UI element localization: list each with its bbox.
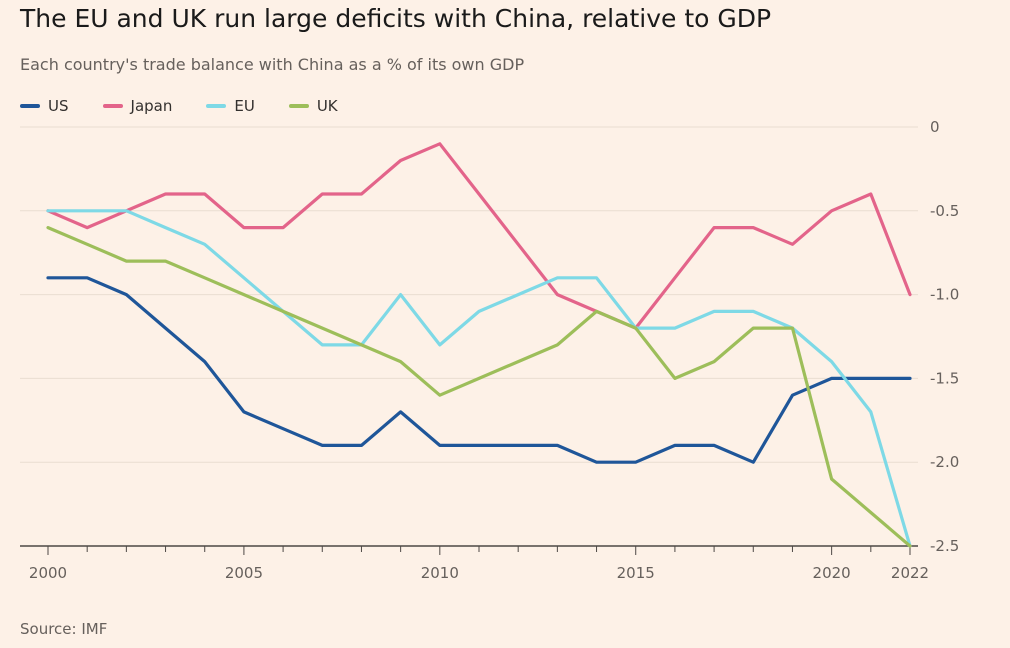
series-line-uk bbox=[46, 226, 912, 548]
chart-title: The EU and UK run large deficits with Ch… bbox=[20, 4, 772, 33]
y-tick-label: -2.0 bbox=[930, 453, 959, 471]
x-tick-label: 2005 bbox=[225, 564, 263, 582]
series-line-japan bbox=[46, 142, 912, 330]
y-tick-label: -1.0 bbox=[930, 286, 959, 304]
x-tick-label: 2000 bbox=[29, 564, 67, 582]
y-tick-label: -1.5 bbox=[930, 369, 959, 387]
legend-item-japan: Japan bbox=[102, 97, 173, 115]
y-tick-label: 0 bbox=[930, 118, 940, 136]
legend-item-uk: UK bbox=[288, 97, 338, 115]
series-line-eu bbox=[46, 209, 912, 548]
legend-swatch-us bbox=[20, 104, 40, 108]
series-line-us bbox=[46, 276, 912, 464]
legend-label-uk: UK bbox=[316, 97, 338, 115]
legend-swatch-uk bbox=[288, 104, 309, 108]
x-axis-labels: 2000 2005 2010 2015 2020 2022 bbox=[29, 564, 929, 582]
legend-item-us: US bbox=[20, 97, 69, 115]
y-tick-label: -0.5 bbox=[930, 202, 959, 220]
series-lines bbox=[46, 142, 912, 548]
y-tick-label: -2.5 bbox=[930, 537, 959, 555]
legend: US Japan EU UK bbox=[20, 96, 372, 116]
legend-label-eu: EU bbox=[234, 97, 255, 115]
y-axis-labels: 0 -0.5 -1.0 -1.5 -2.0 -2.5 bbox=[930, 118, 959, 555]
legend-item-eu: EU bbox=[206, 97, 255, 115]
x-axis bbox=[20, 545, 918, 555]
legend-swatch-japan bbox=[102, 104, 123, 108]
x-tick-label: 2010 bbox=[421, 564, 459, 582]
legend-label-us: US bbox=[48, 97, 69, 115]
chart-subtitle: Each country's trade balance with China … bbox=[20, 55, 525, 74]
legend-swatch-eu bbox=[206, 104, 227, 108]
gridlines bbox=[20, 126, 918, 463]
x-tick-label: 2020 bbox=[813, 564, 851, 582]
legend-label-japan: Japan bbox=[130, 97, 173, 115]
source-note: Source: IMF bbox=[20, 620, 108, 638]
x-tick-label: 2022 bbox=[891, 564, 929, 582]
x-tick-label: 2015 bbox=[617, 564, 655, 582]
